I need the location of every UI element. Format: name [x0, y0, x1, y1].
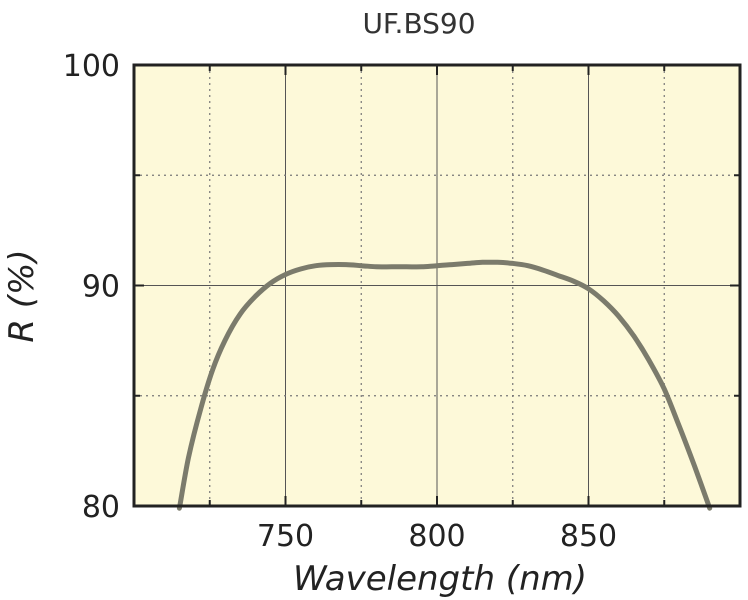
x-tick-label: 750	[257, 519, 314, 554]
x-axis-label: Wavelength (nm)	[293, 559, 587, 599]
y-tick-label: 100	[63, 49, 120, 84]
x-tick-label: 850	[560, 519, 617, 554]
grid-layer	[134, 65, 740, 506]
chart-title: UF.BS90	[362, 7, 475, 40]
tick-layer: 750 800 850 80 90 100	[63, 49, 740, 554]
y-axis-label: R (%)	[2, 249, 42, 342]
y-tick-label: 80	[82, 490, 120, 525]
y-tick-label: 90	[82, 270, 120, 305]
x-tick-label: 800	[408, 519, 465, 554]
reflectance-curve	[176, 259, 713, 511]
